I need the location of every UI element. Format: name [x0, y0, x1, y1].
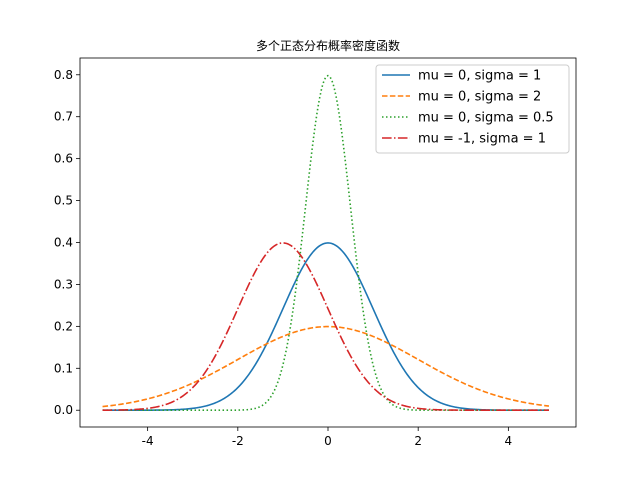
y-tick-label: 0.5: [54, 194, 73, 208]
y-tick-label: 0.1: [54, 361, 73, 375]
series-line-0: [102, 242, 549, 412]
x-tick-label: 0: [324, 434, 332, 448]
y-tick-label: 0.0: [54, 403, 73, 417]
legend-label-2: mu = 0, sigma = 0.5: [418, 111, 554, 126]
y-axis: 0.0 0.1 0.2 0.3 0.4 0.5 0.6 0.7 0.8: [54, 68, 80, 417]
series-line-3: [102, 242, 549, 412]
y-tick-label: 0.3: [54, 277, 73, 291]
y-tick-label: 0.4: [54, 236, 73, 250]
x-tick-label: -4: [142, 434, 154, 448]
y-tick-label: 0.2: [54, 319, 73, 333]
chart-title: 多个正态分布概率密度函数: [256, 38, 400, 53]
x-tick-label: 2: [414, 434, 422, 448]
series-line-1: [102, 325, 550, 408]
legend-label-3: mu = -1, sigma = 1: [418, 132, 546, 147]
y-tick-label: 0.7: [54, 110, 73, 124]
x-tick-label: 4: [505, 434, 513, 448]
y-tick-label: 0.6: [54, 152, 73, 166]
legend-label-0: mu = 0, sigma = 1: [418, 69, 541, 84]
y-tick-label: 0.8: [54, 68, 73, 82]
legend-box: [375, 64, 570, 154]
legend-label-1: mu = 0, sigma = 2: [418, 90, 541, 105]
x-tick-label: -2: [232, 434, 244, 448]
x-axis: -4 -2 0 2 4: [142, 427, 513, 448]
legend: mu = 0, sigma = 1 mu = 0, sigma = 2 mu = 0…: [375, 64, 570, 154]
